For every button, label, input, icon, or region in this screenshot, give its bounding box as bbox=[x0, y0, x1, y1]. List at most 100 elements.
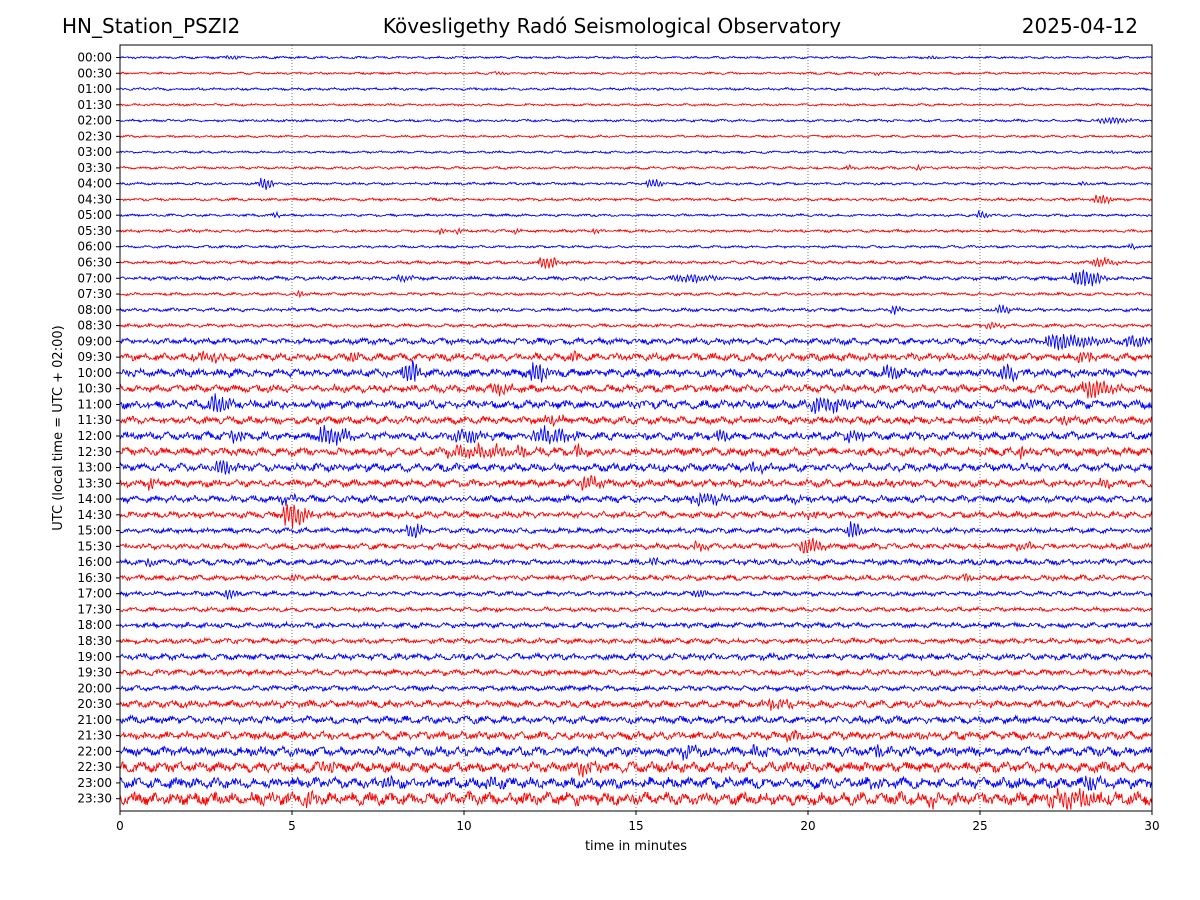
y-tick-label: 15:30 bbox=[77, 539, 112, 553]
y-tick-label: 16:30 bbox=[77, 571, 112, 585]
trace-0700 bbox=[119, 269, 1153, 287]
y-tick-label: 02:00 bbox=[77, 114, 112, 128]
trace-0500 bbox=[119, 210, 1153, 219]
x-axis-label: time in minutes bbox=[585, 839, 687, 854]
y-tick-label: 19:30 bbox=[77, 666, 112, 680]
trace-layer bbox=[119, 55, 1153, 810]
y-tick-label: 23:30 bbox=[77, 792, 112, 806]
trace-0430 bbox=[119, 194, 1153, 205]
trace-1600 bbox=[119, 556, 1153, 568]
x-tick-label: 15 bbox=[628, 819, 643, 833]
trace-0130 bbox=[119, 102, 1153, 107]
trace-0900 bbox=[119, 333, 1153, 351]
trace-1900 bbox=[119, 651, 1153, 662]
trace-0530 bbox=[119, 226, 1153, 236]
y-tick-label: 02:30 bbox=[77, 129, 112, 143]
trace-1100 bbox=[119, 393, 1153, 414]
x-tick-label: 20 bbox=[800, 819, 815, 833]
y-tick-label: 19:00 bbox=[77, 650, 112, 664]
y-tick-label: 16:00 bbox=[77, 555, 112, 569]
trace-2230 bbox=[119, 759, 1153, 778]
trace-2130 bbox=[119, 729, 1153, 744]
y-tick-label: 17:00 bbox=[77, 587, 112, 601]
trace-0800 bbox=[119, 303, 1153, 315]
y-tick-label: 10:00 bbox=[77, 366, 112, 380]
trace-1730 bbox=[119, 605, 1153, 614]
trace-1030 bbox=[119, 379, 1153, 399]
trace-1000 bbox=[119, 360, 1153, 383]
trace-0230 bbox=[119, 134, 1153, 139]
y-tick-label: 20:00 bbox=[77, 681, 112, 695]
trace-0000 bbox=[119, 55, 1153, 60]
trace-0600 bbox=[119, 242, 1153, 251]
y-tick-label: 07:00 bbox=[77, 271, 112, 285]
y-tick-label: 08:30 bbox=[77, 319, 112, 333]
y-tick-label: 22:00 bbox=[77, 744, 112, 758]
y-tick-label: 11:30 bbox=[77, 413, 112, 427]
y-tick-label: 05:00 bbox=[77, 208, 112, 222]
y-tick-label: 14:00 bbox=[77, 492, 112, 506]
trace-0200 bbox=[119, 116, 1153, 126]
chart-title: Kövesligethy Radó Seismological Observat… bbox=[382, 14, 842, 38]
y-axis-label: UTC (local time = UTC + 02:00) bbox=[51, 325, 66, 530]
x-tick-label: 10 bbox=[456, 819, 471, 833]
trace-0730 bbox=[119, 289, 1153, 299]
y-tick-label: 08:00 bbox=[77, 303, 112, 317]
trace-1330 bbox=[119, 474, 1153, 491]
y-tick-label: 03:30 bbox=[77, 161, 112, 175]
grid-layer bbox=[291, 45, 981, 811]
trace-1230 bbox=[119, 441, 1153, 460]
trace-1700 bbox=[119, 589, 1153, 600]
y-tick-label: 21:30 bbox=[77, 729, 112, 743]
trace-2300 bbox=[119, 774, 1153, 791]
chart-date: 2025-04-12 bbox=[1021, 14, 1138, 38]
trace-0100 bbox=[119, 86, 1153, 92]
y-tick-label: 07:30 bbox=[77, 287, 112, 301]
y-tick-label: 12:30 bbox=[77, 445, 112, 459]
y-tick-label: 06:00 bbox=[77, 240, 112, 254]
x-tick-label: 5 bbox=[288, 819, 296, 833]
y-tick-label: 23:00 bbox=[77, 776, 112, 790]
trace-2200 bbox=[119, 743, 1153, 761]
y-tick-label: 17:30 bbox=[77, 602, 112, 616]
trace-0630 bbox=[119, 256, 1153, 269]
station-name: HN_Station_PSZI2 bbox=[62, 14, 241, 38]
y-tick-label: 00:30 bbox=[77, 66, 112, 80]
y-tick-label: 01:00 bbox=[77, 82, 112, 96]
y-tick-label: 13:30 bbox=[77, 476, 112, 490]
trace-1200 bbox=[119, 425, 1153, 446]
x-tick-label: 0 bbox=[116, 819, 124, 833]
y-tick-label: 04:30 bbox=[77, 192, 112, 206]
trace-1500 bbox=[119, 521, 1153, 539]
y-tick-label: 05:30 bbox=[77, 224, 112, 238]
trace-0930 bbox=[119, 350, 1153, 364]
y-tick-label: 18:30 bbox=[77, 634, 112, 648]
y-tick-label: 06:30 bbox=[77, 256, 112, 270]
trace-0300 bbox=[119, 149, 1153, 155]
trace-0330 bbox=[119, 163, 1153, 172]
y-tick-label: 00:00 bbox=[77, 51, 112, 65]
trace-2330 bbox=[119, 787, 1153, 810]
trace-1430 bbox=[119, 504, 1153, 529]
y-tick-label: 12:00 bbox=[77, 429, 112, 443]
trace-1530 bbox=[119, 537, 1153, 554]
y-tick-label: 01:30 bbox=[77, 98, 112, 112]
y-tick-label: 10:30 bbox=[77, 382, 112, 396]
trace-0830 bbox=[119, 321, 1153, 330]
trace-1300 bbox=[119, 459, 1153, 476]
y-tick-label: 11:00 bbox=[77, 397, 112, 411]
trace-2030 bbox=[119, 697, 1153, 711]
y-tick-label: 04:00 bbox=[77, 177, 112, 191]
trace-1630 bbox=[119, 573, 1153, 583]
y-tick-label: 14:30 bbox=[77, 508, 112, 522]
y-tick-label: 18:00 bbox=[77, 618, 112, 632]
trace-2100 bbox=[119, 714, 1153, 726]
x-tick-label: 25 bbox=[972, 819, 987, 833]
y-tick-label: 21:00 bbox=[77, 713, 112, 727]
y-tick-label: 09:00 bbox=[77, 334, 112, 348]
x-tick-layer: 0 5 10 15 20 25 30 bbox=[116, 811, 1160, 833]
trace-1130 bbox=[119, 414, 1153, 428]
y-tick-label: 22:30 bbox=[77, 760, 112, 774]
